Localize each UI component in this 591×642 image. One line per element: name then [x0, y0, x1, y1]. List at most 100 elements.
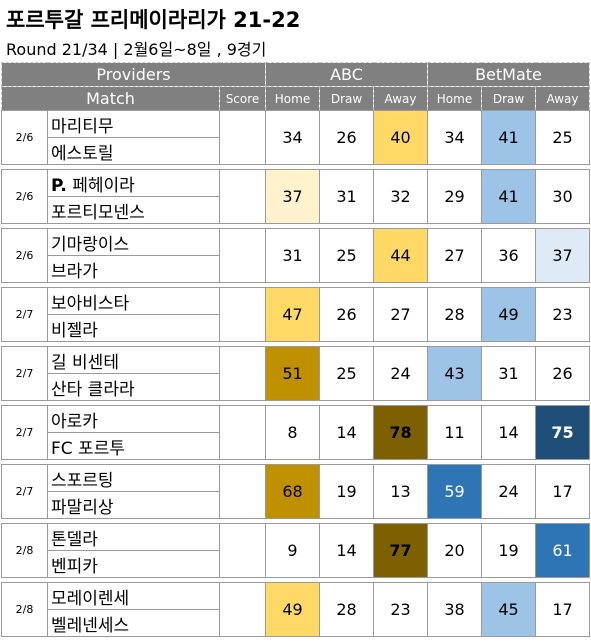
home-team: 기마랑이스: [47, 228, 220, 256]
row-spacer: [1, 459, 590, 465]
abc-home-prob: 49: [265, 582, 320, 637]
team-prefix: P.: [51, 175, 67, 196]
abc-away-prob: 32: [373, 169, 428, 224]
betmate-away-prob: 26: [535, 346, 590, 401]
betmate-home-prob: 59: [427, 464, 482, 519]
betmate-home-prob: 43: [427, 346, 482, 401]
betmate-draw-prob: 14: [481, 405, 536, 460]
match-date: 2/7: [1, 464, 48, 519]
away-team: 파말리상: [47, 491, 220, 519]
abc-home-prob: 37: [265, 169, 320, 224]
page-subtitle: Round 21/34 | 2월6일~8일 , 9경기: [6, 40, 267, 59]
betmate-draw-prob: 41: [481, 110, 536, 165]
row-spacer: [1, 341, 590, 347]
odds-table: Providers ABC BetMate Match Score Home D…: [1, 62, 590, 637]
betmate-away-prob: 25: [535, 110, 590, 165]
abc-home-prob: 9: [265, 523, 320, 578]
match-score: [219, 582, 266, 637]
home-team: 스포르팅: [47, 464, 220, 492]
betmate-away-prob: 37: [535, 228, 590, 283]
away-team: 브라가: [47, 255, 220, 283]
match-score: [219, 346, 266, 401]
betmate-away-prob: 75: [535, 405, 590, 460]
betmate-away-prob: 23: [535, 287, 590, 342]
abc-home-header: Home: [265, 86, 320, 111]
betmate-home-prob: 11: [427, 405, 482, 460]
home-team: 톤델라: [47, 523, 220, 551]
match-row: 2/8 모레이렌세 49 28 23 38 45 17: [1, 582, 590, 637]
betmate-draw-prob: 36: [481, 228, 536, 283]
match-row-away: 파말리상: [2, 491, 590, 519]
match-score: [219, 523, 266, 578]
abc-home-prob: 34: [265, 110, 320, 165]
match-date: 2/8: [1, 523, 48, 578]
match-score: [219, 169, 266, 224]
match-row: 2/7 길 비센테 51 25 24 43 31 26: [1, 346, 590, 401]
row-spacer: [1, 577, 590, 583]
betmate-home-prob: 38: [427, 582, 482, 637]
match-row: 2/7 보아비스타 47 26 27 28 49 23: [1, 287, 590, 342]
betmate-draw-header: Draw: [481, 86, 536, 111]
match-score: [219, 228, 266, 283]
betmate-home-prob: 20: [427, 523, 482, 578]
match-row-away: FC 포르투: [2, 432, 590, 460]
betmate-draw-prob: 31: [481, 346, 536, 401]
betmate-home-prob: 29: [427, 169, 482, 224]
betmate-away-prob: 30: [535, 169, 590, 224]
match-date: 2/6: [1, 228, 48, 283]
match-row-away: 포르티모넨스: [2, 196, 590, 224]
betmate-away-header: Away: [535, 86, 590, 111]
betmate-draw-prob: 19: [481, 523, 536, 578]
match-date: 2/8: [1, 582, 48, 637]
match-row-away: 에스토릴: [2, 137, 590, 165]
match-score: [219, 110, 266, 165]
abc-draw-prob: 25: [319, 228, 374, 283]
match-date: 2/7: [1, 405, 48, 460]
page-title: 포르투갈 프리메이라리가 21-22: [6, 8, 301, 32]
home-team: P. 페헤이라: [47, 169, 220, 197]
abc-away-prob: 13: [373, 464, 428, 519]
match-row: 2/6 P. 페헤이라 37 31 32 29 41 30: [1, 169, 590, 224]
betmate-header: BetMate: [427, 62, 590, 87]
betmate-away-prob: 17: [535, 582, 590, 637]
abc-away-prob: 44: [373, 228, 428, 283]
away-team: FC 포르투: [47, 432, 220, 460]
abc-home-prob: 68: [265, 464, 320, 519]
match-row: 2/6 기마랑이스 31 25 44 27 36 37: [1, 228, 590, 283]
match-score: [219, 464, 266, 519]
match-row: 2/8 톤델라 9 14 77 20 19 61: [1, 523, 590, 578]
home-team: 길 비센테: [47, 346, 220, 374]
row-spacer: [1, 223, 590, 229]
away-team: 산타 클라라: [47, 373, 220, 401]
home-team: 보아비스타: [47, 287, 220, 315]
abc-draw-prob: 14: [319, 523, 374, 578]
abc-away-prob: 24: [373, 346, 428, 401]
home-team: 아로카: [47, 405, 220, 433]
abc-home-prob: 31: [265, 228, 320, 283]
score-header: Score: [219, 86, 266, 111]
match-row: 2/6 마리티무 34 26 40 34 41 25: [1, 110, 590, 165]
match-row: 2/7 스포르팅 68 19 13 59 24 17: [1, 464, 590, 519]
away-team: 벨레넨세스: [47, 609, 220, 637]
match-date: 2/7: [1, 287, 48, 342]
header-row-columns: Match Score Home Draw Away Home Draw Awa…: [1, 86, 590, 111]
betmate-home-prob: 34: [427, 110, 482, 165]
abc-home-prob: 51: [265, 346, 320, 401]
abc-away-prob: 40: [373, 110, 428, 165]
match-row-away: 산타 클라라: [2, 373, 590, 401]
betmate-draw-prob: 41: [481, 169, 536, 224]
match-header: Match: [1, 86, 220, 111]
betmate-draw-prob: 49: [481, 287, 536, 342]
betmate-home-prob: 27: [427, 228, 482, 283]
away-team: 비젤라: [47, 314, 220, 342]
betmate-home-header: Home: [427, 86, 482, 111]
abc-home-prob: 47: [265, 287, 320, 342]
home-team: 모레이렌세: [47, 582, 220, 610]
abc-draw-prob: 28: [319, 582, 374, 637]
betmate-home-prob: 28: [427, 287, 482, 342]
abc-draw-prob: 31: [319, 169, 374, 224]
match-row-away: 벤피카: [2, 550, 590, 578]
match-score: [219, 287, 266, 342]
match-row: 2/7 아로카 8 14 78 11 14 75: [1, 405, 590, 460]
abc-away-prob: 77: [373, 523, 428, 578]
